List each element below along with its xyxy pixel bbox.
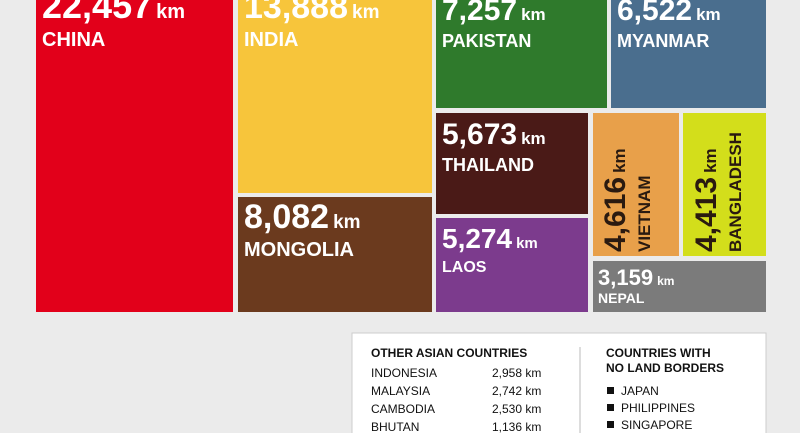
treemap-cell: [611, 0, 766, 108]
unit: km: [657, 274, 674, 288]
country-name: BHUTAN: [371, 420, 419, 433]
category-label: LAOS: [442, 259, 487, 276]
category-label: MYANMAR: [617, 31, 709, 51]
value-label: 7,257 km: [442, 0, 546, 27]
category-label: NEPAL: [598, 290, 645, 306]
unit: km: [352, 2, 379, 23]
treemap-cell: [238, 197, 432, 312]
cell-label: 13,888 km INDIA: [244, 0, 379, 51]
category-label: MONGOLIA: [244, 239, 354, 261]
value-number: 4,413: [690, 177, 723, 252]
value-label: 8,082 km: [244, 198, 361, 236]
treemap-cell: [593, 113, 679, 256]
value-label: 22,457 km: [42, 0, 185, 26]
country-length: 1,136 km: [492, 420, 541, 433]
cell-label: 3,159 km NEPAL: [598, 265, 674, 306]
treemap-cell: [683, 113, 766, 256]
value-label: 6,522 km: [617, 0, 721, 27]
country-name: CAMBODIA: [371, 402, 435, 416]
treemap-cell: [436, 113, 588, 214]
country-length: 2,530 km: [492, 402, 541, 416]
bullet: [607, 421, 614, 428]
country-name: MALAYSIA: [371, 384, 430, 398]
treemap-cell: [436, 0, 607, 108]
value-number: 7,257: [442, 0, 517, 27]
unit: km: [156, 1, 185, 23]
treemap-cell: [593, 261, 766, 312]
unit: km: [516, 235, 538, 252]
unit: km: [701, 148, 720, 173]
cell-label: 5,274 km LAOS: [442, 223, 538, 276]
unit: km: [333, 212, 360, 233]
category-label: INDIA: [244, 29, 298, 51]
category-label: THAILAND: [442, 155, 534, 175]
panel: [351, 332, 767, 433]
unit: km: [521, 129, 546, 148]
treemap-cell: [436, 218, 588, 312]
country-name: JAPAN: [621, 384, 659, 398]
bullet: [607, 404, 614, 411]
unit: km: [521, 5, 546, 24]
value-label: 4,616 km: [599, 148, 632, 252]
value-number: 8,082: [244, 198, 329, 236]
cell-label: 8,082 km MONGOLIA: [244, 198, 361, 261]
cell-label: 4,616 km VIETNAM: [599, 148, 654, 252]
value-label: 5,673 km: [442, 118, 546, 151]
treemap-cell: [36, 0, 233, 312]
value-number: 3,159: [598, 265, 653, 290]
country-name: INDONESIA: [371, 366, 437, 380]
value-label: 3,159 km: [598, 265, 674, 290]
value-label: 13,888 km: [244, 0, 379, 26]
category-label: BANGLADESH: [726, 132, 745, 252]
value-number: 5,673: [442, 118, 517, 151]
panel-title: COUNTRIES WITH: [606, 346, 711, 360]
unit: km: [696, 5, 721, 24]
value-number: 13,888: [244, 0, 348, 26]
country-name: SINGAPORE: [621, 418, 692, 432]
bullet: [607, 387, 614, 394]
value-number: 6,522: [617, 0, 692, 27]
category-label: PAKISTAN: [442, 31, 531, 51]
cell-label: 22,457 km CHINA: [42, 0, 185, 51]
value-number: 22,457: [42, 0, 152, 26]
value-label: 5,274 km: [442, 223, 538, 254]
panel-title: OTHER ASIAN COUNTRIES: [371, 346, 527, 360]
value-label: 4,413 km: [690, 148, 723, 252]
category-label: VIETNAM: [635, 176, 654, 253]
value-number: 5,274: [442, 223, 512, 254]
treemap-cell: [238, 0, 432, 193]
cell-label: 4,413 km BANGLADESH: [690, 132, 745, 252]
value-number: 4,616: [599, 177, 632, 252]
cell-label: 7,257 km PAKISTAN: [442, 0, 546, 51]
country-name: PHILIPPINES: [621, 401, 695, 415]
panel-title: NO LAND BORDERS: [606, 361, 724, 375]
cell-label: 5,673 km THAILAND: [442, 118, 546, 175]
country-length: 2,958 km: [492, 366, 541, 380]
category-label: CHINA: [42, 29, 105, 51]
unit: km: [610, 148, 629, 173]
country-length: 2,742 km: [492, 384, 541, 398]
cell-label: 6,522 km MYANMAR: [617, 0, 721, 51]
